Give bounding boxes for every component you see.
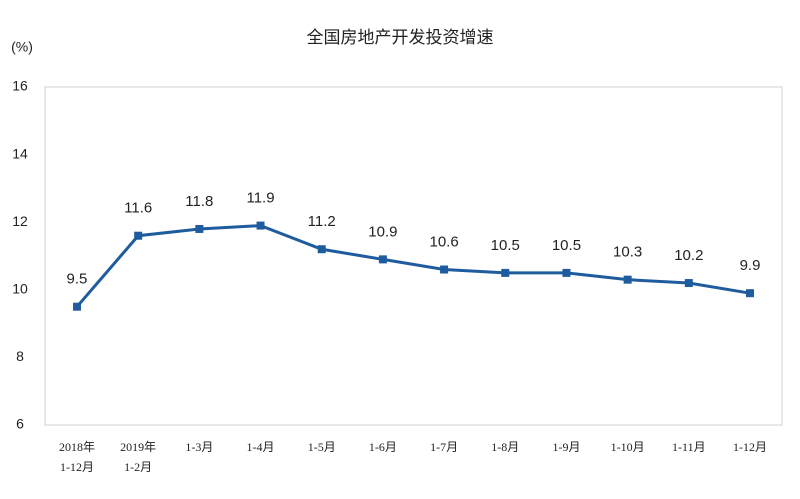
x-tick-label: 1-8月 [491,440,519,454]
y-axis-label: (%) [11,39,33,55]
x-tick-label: 1-3月 [185,440,213,454]
data-label: 10.6 [429,233,458,250]
data-label: 11.2 [308,213,336,230]
y-tick-label: 16 [12,78,28,94]
y-tick-label: 8 [16,348,24,364]
x-tick-label: 1-6月 [369,440,397,454]
x-tick-label: 1-2月 [124,460,152,474]
point-marker [72,302,81,311]
point-marker [501,268,510,277]
data-label: 11.8 [185,193,213,210]
x-tick-label: 1-12月 [733,440,767,454]
data-label: 10.2 [674,247,703,264]
point-marker [317,245,326,254]
point-marker [623,275,632,284]
point-marker [134,231,143,240]
data-label: 10.9 [368,223,397,240]
point-marker [378,255,387,264]
data-label: 10.5 [552,237,581,254]
series-line [75,224,751,308]
data-label: 11.9 [246,190,274,207]
x-tick-label: 2018年 [59,440,95,454]
y-tick-label: 12 [12,213,28,229]
y-tick-label: 10 [12,281,28,297]
point-marker [195,224,204,233]
point-marker [440,265,449,274]
x-tick-label: 1-5月 [308,440,336,454]
data-label: 11.6 [124,200,152,217]
plot-border [44,86,783,426]
x-tick-label: 1-9月 [552,440,580,454]
y-tick-label: 6 [16,416,24,432]
data-label: 10.5 [491,237,520,254]
x-tick-label: 1-7月 [430,440,458,454]
x-tick-label: 2019年 [120,440,156,454]
chart-title: 全国房地产开发投资增速 [307,28,494,48]
x-tick-label: 1-11月 [672,440,706,454]
point-marker [256,221,265,230]
data-label: 9.5 [67,271,88,288]
data-label: 9.9 [740,257,761,274]
x-tick-label: 1-4月 [247,440,275,454]
point-marker [562,268,571,277]
point-marker [746,289,755,298]
data-label: 10.3 [613,244,642,261]
x-tick-label: 1-12月 [60,460,94,474]
x-tick-label: 1-10月 [611,440,645,454]
point-marker [684,279,693,288]
y-tick-label: 14 [12,145,28,161]
